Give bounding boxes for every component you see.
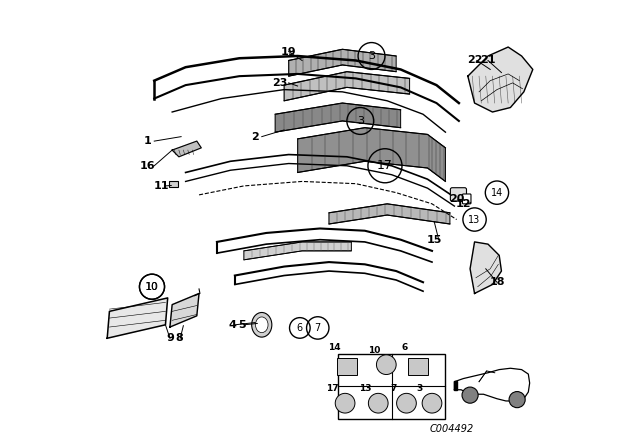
Text: 10: 10 bbox=[145, 282, 159, 292]
Polygon shape bbox=[468, 47, 533, 112]
Text: 8: 8 bbox=[175, 333, 183, 343]
Text: 5: 5 bbox=[238, 320, 245, 330]
FancyBboxPatch shape bbox=[170, 181, 179, 187]
FancyBboxPatch shape bbox=[463, 194, 471, 204]
Polygon shape bbox=[329, 204, 450, 224]
Text: C004492: C004492 bbox=[430, 424, 474, 434]
Text: 7: 7 bbox=[391, 384, 397, 393]
Polygon shape bbox=[108, 298, 168, 338]
Polygon shape bbox=[170, 293, 199, 327]
Polygon shape bbox=[289, 49, 396, 76]
Circle shape bbox=[369, 393, 388, 413]
Text: 19: 19 bbox=[281, 47, 296, 56]
Polygon shape bbox=[454, 368, 530, 401]
Text: 10: 10 bbox=[367, 346, 380, 355]
Circle shape bbox=[462, 387, 478, 403]
Text: 13: 13 bbox=[360, 384, 372, 393]
Text: 15: 15 bbox=[426, 235, 442, 245]
Polygon shape bbox=[298, 128, 445, 181]
Text: 17: 17 bbox=[326, 384, 339, 393]
Ellipse shape bbox=[255, 317, 268, 332]
Text: 6: 6 bbox=[297, 323, 303, 333]
Polygon shape bbox=[172, 141, 202, 157]
Text: 9: 9 bbox=[166, 333, 174, 343]
Text: 16: 16 bbox=[140, 161, 156, 171]
Text: 6: 6 bbox=[402, 343, 408, 352]
Circle shape bbox=[376, 355, 396, 375]
Polygon shape bbox=[275, 103, 401, 132]
Text: 22: 22 bbox=[467, 56, 483, 65]
Polygon shape bbox=[284, 72, 410, 101]
Text: 1: 1 bbox=[143, 136, 152, 146]
FancyBboxPatch shape bbox=[408, 358, 428, 375]
Circle shape bbox=[335, 393, 355, 413]
Text: 20: 20 bbox=[449, 194, 465, 204]
Text: 11: 11 bbox=[153, 181, 169, 191]
Text: 10: 10 bbox=[146, 282, 158, 292]
Text: 7: 7 bbox=[315, 323, 321, 333]
FancyBboxPatch shape bbox=[451, 188, 467, 201]
Circle shape bbox=[397, 393, 417, 413]
FancyBboxPatch shape bbox=[338, 354, 445, 419]
Text: 2: 2 bbox=[251, 132, 259, 142]
Text: 21: 21 bbox=[480, 56, 496, 65]
Text: 14: 14 bbox=[491, 188, 503, 198]
Text: 23: 23 bbox=[272, 78, 287, 88]
Ellipse shape bbox=[252, 313, 272, 337]
Polygon shape bbox=[244, 242, 351, 260]
Text: 3: 3 bbox=[357, 116, 364, 126]
Text: 17: 17 bbox=[377, 159, 393, 172]
Text: 13: 13 bbox=[468, 215, 481, 224]
Text: 3: 3 bbox=[417, 384, 422, 393]
Text: 18: 18 bbox=[489, 277, 505, 287]
Polygon shape bbox=[470, 242, 502, 293]
Text: 3: 3 bbox=[368, 51, 375, 61]
Text: 14: 14 bbox=[328, 343, 340, 352]
FancyBboxPatch shape bbox=[337, 358, 356, 375]
Text: 12: 12 bbox=[456, 199, 471, 209]
Text: 4: 4 bbox=[228, 320, 237, 330]
Polygon shape bbox=[454, 381, 457, 390]
Circle shape bbox=[509, 392, 525, 408]
Circle shape bbox=[422, 393, 442, 413]
